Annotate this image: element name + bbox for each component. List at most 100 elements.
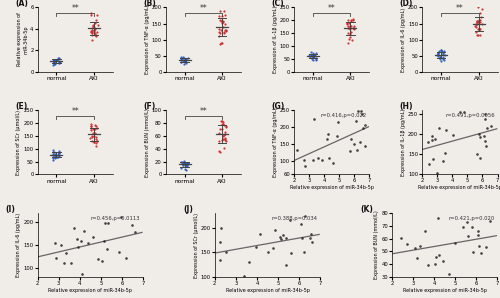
Point	[474, 27, 482, 32]
Point	[452, 241, 460, 246]
Text: (A): (A)	[15, 0, 28, 8]
Point	[308, 240, 316, 245]
Point	[88, 23, 96, 28]
Point	[347, 18, 355, 23]
Point	[220, 9, 228, 14]
Point	[50, 148, 58, 153]
Point	[74, 244, 82, 249]
Point	[88, 124, 96, 128]
Point	[310, 117, 318, 121]
Point	[92, 29, 100, 34]
Point	[312, 56, 320, 61]
Point	[182, 57, 190, 62]
Point	[54, 60, 62, 65]
Point	[437, 48, 445, 52]
Point	[411, 246, 419, 250]
Point	[184, 161, 192, 165]
Text: r=0.416,p=0.022: r=0.416,p=0.022	[321, 114, 367, 118]
Point	[222, 124, 230, 129]
Point	[429, 156, 437, 161]
Point	[481, 117, 489, 121]
Point	[431, 136, 439, 141]
Point	[438, 49, 446, 53]
Point	[434, 51, 442, 56]
Point	[279, 232, 287, 237]
Point	[306, 54, 314, 59]
Point	[476, 18, 484, 22]
Point	[88, 30, 96, 35]
Point	[309, 55, 317, 60]
Point	[269, 245, 277, 250]
Point	[222, 124, 230, 129]
Point	[88, 30, 96, 34]
Point	[476, 135, 484, 140]
Point	[222, 136, 230, 141]
Point	[50, 153, 58, 158]
Point	[130, 230, 138, 235]
Point	[90, 28, 98, 32]
Point	[222, 250, 230, 255]
Point	[324, 156, 332, 161]
Point	[50, 152, 58, 157]
Point	[91, 131, 99, 136]
Point	[180, 59, 188, 63]
Text: (I): (I)	[6, 205, 16, 214]
Point	[306, 49, 314, 54]
Point	[219, 18, 227, 23]
Point	[50, 59, 58, 64]
Point	[86, 136, 94, 140]
Point	[178, 60, 186, 65]
Point	[104, 221, 112, 226]
Text: (E): (E)	[15, 102, 27, 111]
Point	[53, 154, 61, 159]
Point	[440, 48, 448, 53]
Point	[50, 58, 58, 63]
Point	[477, 14, 485, 19]
Y-axis label: Expression of BUN (mmol/L): Expression of BUN (mmol/L)	[374, 211, 380, 280]
Point	[91, 31, 99, 35]
Point	[50, 59, 58, 63]
Point	[222, 136, 230, 141]
Point	[252, 245, 260, 249]
Point	[220, 27, 228, 32]
Point	[344, 30, 352, 35]
Point	[309, 53, 317, 58]
Point	[88, 133, 96, 138]
X-axis label: Relative expression of miR-34b-5p: Relative expression of miR-34b-5p	[403, 288, 486, 293]
Point	[50, 62, 58, 67]
Point	[180, 62, 188, 67]
Point	[215, 27, 223, 32]
Point	[50, 150, 58, 154]
Text: (H): (H)	[400, 102, 413, 111]
Point	[184, 161, 192, 166]
Point	[476, 25, 484, 30]
Point	[50, 241, 58, 246]
Point	[216, 41, 224, 45]
Point	[54, 60, 62, 65]
Point	[94, 23, 102, 28]
Point	[90, 29, 98, 34]
Point	[80, 228, 88, 233]
Y-axis label: Expression of SCr (μmol/L): Expression of SCr (μmol/L)	[194, 212, 198, 277]
Point	[308, 57, 316, 62]
Point	[178, 163, 186, 167]
Point	[55, 57, 63, 62]
Point	[52, 58, 60, 62]
Point	[472, 22, 480, 27]
Point	[219, 134, 227, 139]
Point	[222, 138, 230, 143]
Point	[476, 155, 484, 160]
Point	[88, 134, 96, 139]
Point	[472, 22, 480, 27]
Point	[60, 260, 68, 265]
Point	[469, 249, 477, 254]
Point	[344, 41, 351, 46]
Point	[54, 154, 62, 159]
Point	[246, 260, 254, 264]
X-axis label: Relative expression of miR-34b-5p: Relative expression of miR-34b-5p	[290, 185, 374, 190]
Point	[473, 151, 481, 156]
Point	[434, 51, 442, 56]
Point	[214, 139, 222, 143]
Point	[216, 9, 224, 14]
Point	[310, 57, 318, 62]
